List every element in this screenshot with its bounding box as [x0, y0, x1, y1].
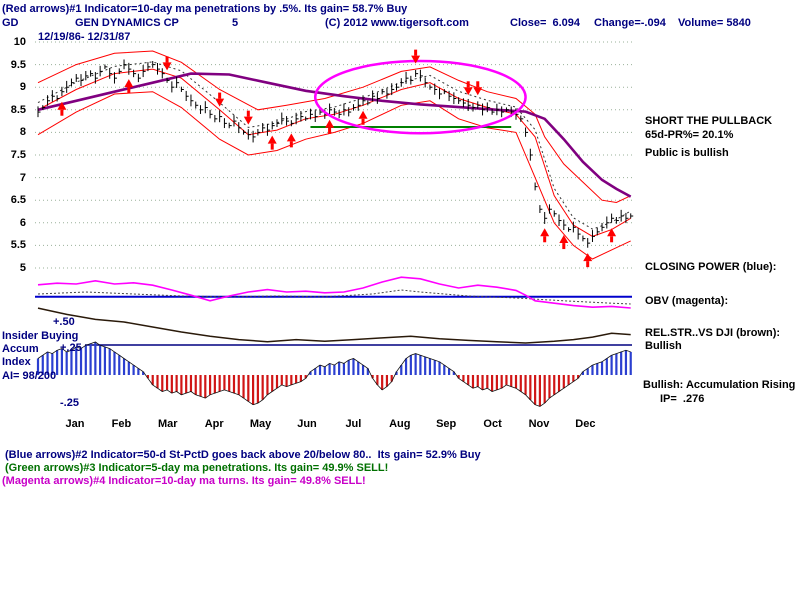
month-label: Mar [158, 418, 178, 430]
y-tick-label: 5.5 [10, 239, 26, 252]
index-label: Index [2, 356, 31, 368]
ticker-symbol: GD [2, 17, 19, 29]
annotation-65d-pr: 65d-PR%= 20.1% [645, 129, 734, 141]
annotation-short-pullback: SHORT THE PULLBACK [645, 115, 773, 127]
closing-power-label: CLOSING POWER (blue): [645, 261, 777, 273]
indicator4-legend: (Magenta arrows)#4 Indicator=10-day ma t… [2, 475, 366, 487]
y-tick-label: 9.5 [10, 58, 26, 71]
accum-label: Accum [2, 343, 39, 355]
month-label: Nov [528, 418, 550, 430]
stock-name: GEN DYNAMICS CP [75, 17, 179, 29]
close-value: Close= 6.094 [510, 17, 581, 29]
month-label: Dec [575, 418, 596, 430]
ai-value: AI= 98/200 [2, 370, 57, 382]
month-label: Aug [389, 418, 411, 430]
scale-plus25: +.25 [60, 342, 82, 354]
indicator3-legend: (Green arrows)#3 Indicator=5-day ma pene… [5, 462, 389, 474]
obv-label: OBV (magenta): [645, 295, 729, 307]
change-value: Change=-.094 [594, 17, 666, 29]
y-tick-label: 6 [19, 216, 26, 229]
copyright: (C) 2012 www.tigersoft.com [325, 17, 469, 29]
accumulation-note: Bullish: Accumulation Rising [643, 379, 796, 391]
indicator2-legend: (Blue arrows)#2 Indicator=50-d St-PctD g… [5, 449, 481, 461]
insider-buying-label: Insider Buying [2, 330, 79, 342]
relstr-label: REL.STR..VS DJI (brown): [645, 327, 781, 339]
group-code: 5 [232, 17, 239, 29]
y-tick-label: 10 [13, 36, 26, 48]
annotation-public: Public is bullish [645, 147, 729, 159]
month-label: Sep [436, 418, 457, 430]
scale-plus50: +.50 [53, 316, 75, 328]
relstr-value: Bullish [645, 340, 682, 352]
month-label: Jun [297, 418, 317, 430]
volume-value: Volume= 5840 [678, 17, 751, 29]
indicator1-legend: (Red arrows)#1 Indicator=10-day ma penet… [2, 3, 408, 15]
date-range: 12/19/86- 12/31/87 [38, 31, 131, 43]
y-tick-label: 7.5 [10, 149, 26, 161]
month-label: Oct [483, 418, 502, 430]
ip-value: IP= .276 [660, 393, 705, 405]
scale-minus25: -.25 [60, 397, 79, 409]
y-tick-label: 8.5 [10, 103, 26, 116]
y-tick-label: 8 [19, 126, 26, 139]
month-label: May [249, 418, 272, 430]
y-tick-label: 5 [19, 262, 26, 274]
month-label: Feb [111, 418, 132, 430]
month-label: Jul [345, 418, 362, 430]
y-tick-label: 9 [19, 81, 26, 94]
month-label: Apr [204, 418, 224, 430]
y-tick-label: 6.5 [10, 194, 26, 207]
y-tick-label: 7 [19, 171, 26, 184]
month-label: Jan [65, 418, 85, 430]
